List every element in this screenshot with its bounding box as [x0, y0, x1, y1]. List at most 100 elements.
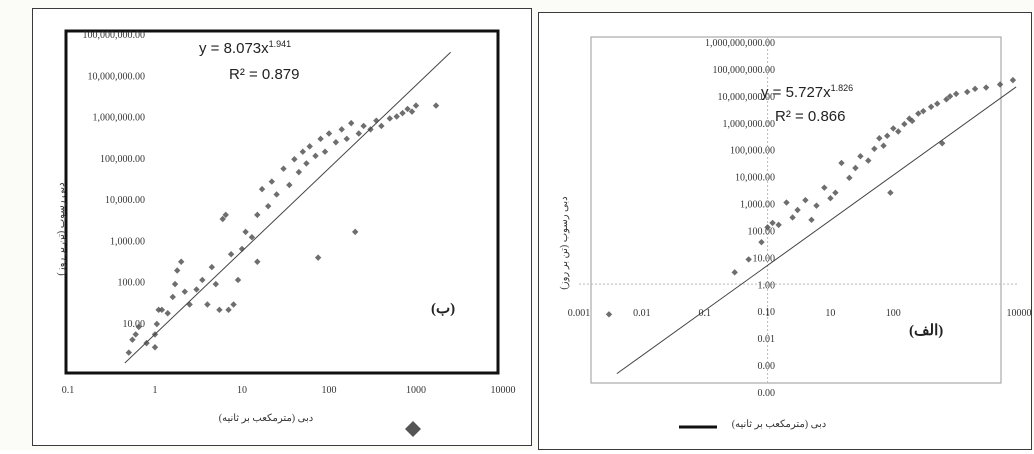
data-point-b [193, 286, 200, 293]
data-point-b [171, 280, 179, 288]
data-point-b [216, 306, 223, 314]
data-point-b [348, 119, 355, 127]
data-point-b [343, 135, 350, 143]
data-point-a [865, 157, 872, 164]
x-tick-label-a: 0.001 [568, 308, 591, 319]
data-point-b [199, 276, 206, 284]
data-point-b [248, 234, 256, 241]
data-point-b [132, 331, 139, 338]
data-point-b [432, 102, 440, 109]
data-point-b [212, 280, 220, 288]
y-tick-label-a: 10,000.00 [735, 173, 775, 184]
y-tick-label-a: 10.00 [753, 253, 776, 264]
trendline-b [124, 51, 451, 364]
data-point-b [153, 320, 161, 328]
data-point-a [827, 195, 834, 202]
x-tick-label-a: 0.01 [633, 308, 651, 319]
x-tick-label-a: 1 [765, 308, 770, 319]
data-point-b [264, 202, 272, 210]
data-point-b [234, 276, 242, 284]
data-point-b [399, 109, 406, 117]
data-point-b [129, 336, 136, 343]
data-point-b [317, 135, 324, 143]
chart-panel-b: 100,000,000.00 10,000,000.00 1,000,000.00 1… [32, 8, 532, 446]
data-point-b [314, 254, 322, 261]
data-point-b [360, 122, 367, 130]
y-tick-label-b: 100,000,000.00 [83, 30, 146, 41]
y-tick-label-a: 0.01 [758, 334, 776, 345]
data-point-b [155, 306, 162, 314]
data-point-b [312, 152, 319, 160]
data-point-b [299, 148, 307, 155]
data-point-a [794, 206, 801, 214]
data-point-b [164, 310, 171, 317]
chart-panel-a: 1,000,000,000.00 100,000,000.00 10,000,000… [538, 12, 1032, 450]
data-point-b [158, 306, 166, 314]
data-point-b [230, 301, 237, 308]
data-point-a [996, 81, 1004, 88]
data-point-b [254, 211, 261, 219]
data-point-a [605, 311, 613, 318]
panel-label-b: (ب) [431, 301, 455, 317]
data-point-b [351, 228, 359, 236]
data-point-a [852, 164, 859, 172]
data-point-b [338, 126, 345, 133]
data-point-b [325, 130, 333, 137]
y-tick-label-a: 0.10 [758, 307, 776, 318]
y-tick-label-a: 0.00 [758, 388, 776, 399]
data-point-b [321, 148, 329, 155]
y-tick-label-b: 10,000.00 [105, 195, 145, 206]
data-point-b [135, 323, 142, 331]
data-point-b [204, 301, 211, 308]
data-point-b [286, 181, 293, 189]
y-tick-label-b: 10.00 [123, 319, 146, 330]
data-point-b [291, 156, 298, 163]
data-point-a [964, 88, 971, 96]
x-tick-label-a: 10 [825, 308, 835, 319]
data-point-b [393, 113, 400, 120]
data-point-a [783, 199, 790, 206]
y-tick-label-a: 100,000,000.00 [713, 65, 776, 76]
r-squared-b: R² = 0.879 [229, 66, 299, 83]
data-point-b [273, 191, 280, 198]
data-point-b [303, 160, 310, 167]
equation-a: y = 5.727x1.826 [761, 83, 853, 101]
trendline-a [616, 86, 1017, 375]
data-point-b [222, 211, 229, 219]
data-point-b [208, 263, 216, 271]
y-tick-label-b: 1,000.00 [110, 236, 145, 247]
data-point-b [225, 306, 232, 314]
data-point-a [887, 189, 894, 196]
x-tick-label-b: 1000 [406, 385, 426, 396]
y-tick-label-b: 10,000,000.00 [88, 71, 146, 82]
data-point-b [408, 108, 416, 115]
data-point-b [355, 130, 362, 137]
x-tick-label-b: 100 [322, 385, 337, 396]
x-tick-label-b: 0.1 [62, 385, 75, 396]
data-point-a [895, 128, 902, 135]
data-point-a [1009, 76, 1017, 84]
data-point-b [219, 215, 226, 223]
y-tick-label-b: 100,000.00 [100, 154, 145, 165]
data-point-a [915, 110, 922, 117]
data-point-b [227, 251, 235, 258]
chart-a-svg: 1,000,000,000.00 100,000,000.00 10,000,000… [559, 36, 1032, 430]
data-point-b [169, 293, 176, 301]
data-point-b [306, 143, 313, 150]
y-tick-label-a: 100,000.00 [730, 146, 775, 157]
r-squared-a: R² = 0.866 [775, 108, 845, 125]
data-point-b [174, 267, 181, 274]
data-point-b [386, 115, 394, 122]
y-tick-label-b: 1,000,000.00 [93, 113, 146, 124]
x-tick-label-b: 10000 [491, 385, 516, 396]
x-tick-label-a: 10000 [1007, 308, 1032, 319]
x-tick-label-a: 0.1 [698, 308, 711, 319]
y-axis-label-a: دبی رسوب (تن بر روز) [559, 196, 570, 289]
data-point-a [876, 135, 883, 142]
legend-diamond-marker [405, 421, 421, 437]
data-point-a [857, 153, 864, 160]
data-point-a [846, 174, 853, 182]
y-tick-label-a: 100.00 [748, 226, 776, 237]
x-axis-label-b: دبی (مترمکعب بر ثانیه) [219, 413, 313, 424]
